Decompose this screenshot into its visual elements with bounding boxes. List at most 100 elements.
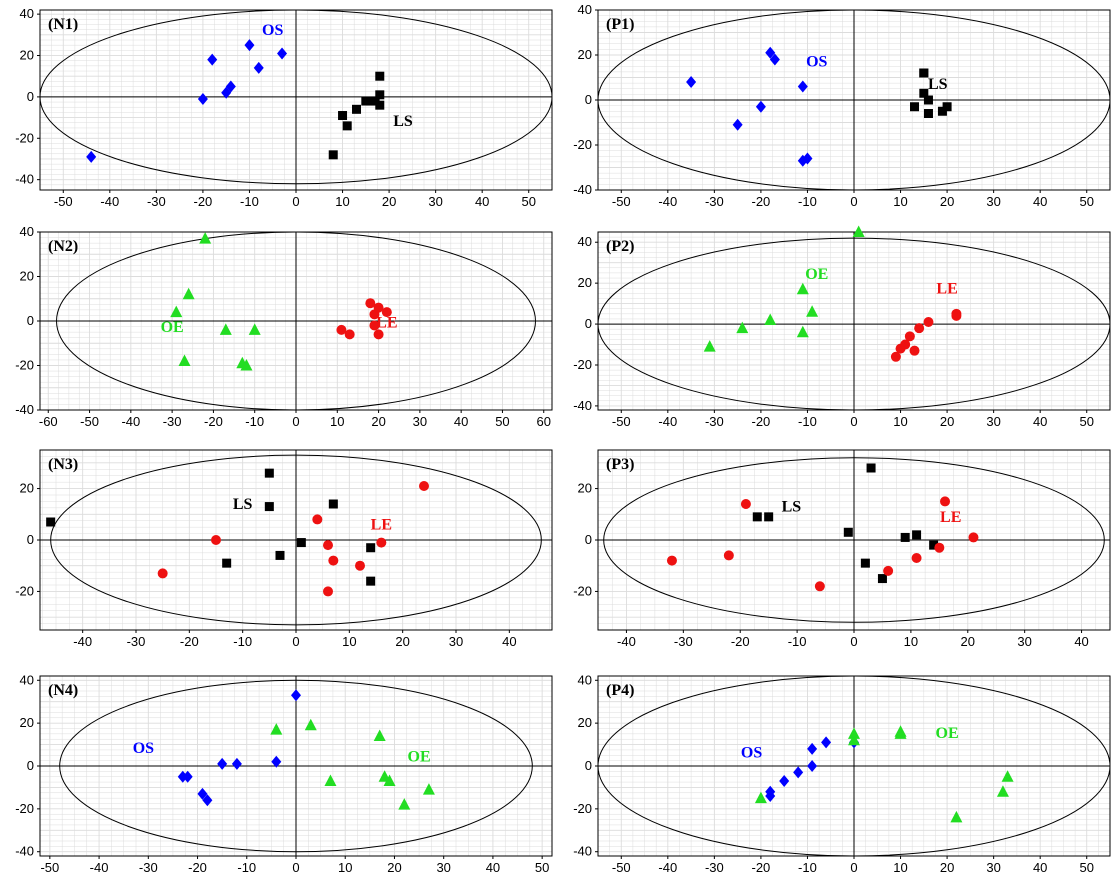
y-tick-label: 0: [27, 313, 34, 328]
y-tick-label: 0: [585, 758, 592, 773]
y-tick-label: -20: [15, 130, 34, 145]
data-point-ls: [264, 468, 274, 478]
x-tick-label: 20: [940, 860, 954, 875]
x-tick-label: -30: [127, 634, 146, 649]
x-tick-label: 50: [1079, 860, 1093, 875]
data-point-le: [911, 553, 922, 563]
x-tick-label: 40: [486, 860, 500, 875]
panel-title: (P3): [606, 456, 634, 473]
scatter-panel-p2: -50 -40 -30 -20 -10 0 10 20 30 40 50 -40 -20 0 20 40 (P2…: [573, 225, 1111, 429]
data-point-oe: [304, 718, 317, 731]
data-point-os: [291, 689, 301, 702]
data-point-oe: [324, 774, 337, 786]
data-point-le: [336, 324, 347, 335]
scatter-panel-n4: -50 -40 -30 -20 -10 0 10 20 30 40 50 -40 -20 0 20 40 (N4…: [15, 672, 553, 875]
x-tick-label: -30: [139, 860, 158, 875]
x-tick-label: 10: [893, 414, 907, 429]
x-tick-label: 30: [986, 414, 1000, 429]
data-point-oe: [703, 340, 716, 352]
x-tick-label: -50: [612, 194, 631, 209]
data-point-os: [769, 53, 780, 66]
data-point-os: [271, 755, 282, 768]
data-point-os: [202, 794, 213, 807]
series-ls: [910, 68, 952, 118]
data-point-os: [207, 53, 218, 66]
group-label-ls: LS: [928, 76, 948, 93]
x-tick-label: -50: [40, 860, 59, 875]
data-point-le: [951, 308, 962, 319]
data-point-ls: [365, 96, 375, 106]
group-label-ls: LS: [233, 496, 253, 513]
data-point-os: [802, 152, 813, 165]
x-tick-label: 20: [961, 634, 975, 649]
x-tick-label: 0: [850, 860, 857, 875]
x-tick-label: -30: [163, 414, 182, 429]
series-le: [890, 308, 962, 362]
x-tick-label: 40: [1033, 414, 1047, 429]
series-oe: [754, 725, 1014, 823]
panel-title: (N1): [48, 16, 78, 33]
x-tick-label: 10: [893, 860, 907, 875]
series-ls: [46, 468, 376, 586]
group-label-oe: OE: [936, 725, 959, 742]
x-tick-label: 30: [428, 194, 442, 209]
x-tick-label: -30: [705, 414, 724, 429]
y-tick-label: 40: [20, 224, 34, 239]
x-tick-label: -60: [39, 414, 58, 429]
data-point-ls: [910, 102, 920, 112]
x-tick-label: -10: [237, 860, 256, 875]
group-label-le: LE: [936, 280, 957, 297]
x-tick-label: 0: [850, 634, 857, 649]
data-point-os: [197, 787, 208, 800]
data-point-le: [968, 532, 979, 543]
y-tick-label: 0: [585, 532, 592, 547]
x-tick-label: 0: [850, 194, 857, 209]
data-point-le: [211, 535, 221, 545]
x-tick-label: 50: [1079, 194, 1093, 209]
x-tick-label: -40: [658, 194, 677, 209]
data-point-ls: [919, 68, 929, 78]
data-point-os: [821, 736, 832, 749]
data-point-oe: [852, 225, 865, 237]
y-tick-label: 40: [20, 6, 34, 21]
x-tick-label: -20: [194, 194, 213, 209]
data-point-le: [814, 581, 825, 592]
grid: [597, 231, 1111, 410]
data-point-os: [225, 80, 236, 93]
group-label-os: OS: [262, 22, 283, 39]
series-os: [86, 39, 288, 163]
x-tick-label: -10: [240, 194, 259, 209]
data-point-ls: [46, 517, 56, 527]
data-point-ls: [923, 109, 933, 118]
x-tick-label: 20: [387, 860, 401, 875]
data-point-ls: [275, 550, 285, 560]
x-tick-label: -20: [752, 860, 771, 875]
y-tick-label: 0: [27, 89, 34, 104]
panel-title: (P2): [606, 238, 634, 255]
y-tick-label: -40: [573, 398, 592, 413]
x-tick-label: -10: [233, 634, 252, 649]
y-tick-label: -40: [573, 182, 592, 197]
data-point-ls: [264, 502, 274, 512]
x-tick-label: 0: [292, 414, 299, 429]
scatter-panel-p1: -50 -40 -30 -20 -10 0 10 20 30 40 50 -40 -20 0 20 40 (P1…: [573, 2, 1111, 209]
data-point-oe: [398, 798, 411, 810]
data-point-oe: [170, 305, 183, 318]
data-point-le: [344, 329, 355, 340]
data-point-os: [244, 39, 255, 52]
x-tick-label: 40: [475, 194, 489, 209]
data-point-ls: [328, 499, 338, 509]
x-tick-label: 30: [449, 634, 463, 649]
data-point-oe: [806, 305, 819, 317]
x-tick-label: -50: [612, 860, 631, 875]
data-point-le: [923, 317, 934, 328]
data-point-le: [900, 339, 911, 350]
y-tick-label: -40: [15, 172, 34, 187]
x-tick-label: 40: [1033, 194, 1047, 209]
data-point-ls: [366, 576, 376, 586]
data-point-oe: [848, 727, 860, 739]
y-tick-label: 40: [578, 2, 592, 17]
data-point-os: [217, 757, 228, 770]
x-tick-label: 20: [940, 414, 954, 429]
